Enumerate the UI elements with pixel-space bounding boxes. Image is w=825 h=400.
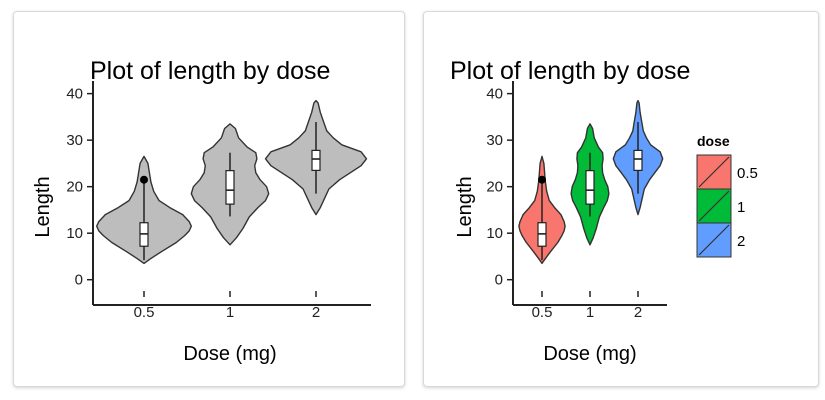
box-iqr <box>311 149 321 171</box>
y-axis-title: Length <box>454 176 476 237</box>
y-tick-label: 20 <box>486 179 503 196</box>
chart-title: Plot of length by dose <box>90 57 330 85</box>
legend-key-glyph <box>698 224 730 256</box>
chart-title: Plot of length by dose <box>450 57 690 85</box>
y-tick-label: 0 <box>495 272 503 289</box>
legend: dose 0.5 1 2 <box>696 133 758 258</box>
violin-chart-right: Plot of length by dose Length Dose (mg) … <box>450 57 758 365</box>
x-tick-label: 0.5 <box>532 304 553 321</box>
x-tick-label: 0.5 <box>134 304 155 321</box>
box-iqr <box>585 170 595 205</box>
x-tick-label: 1 <box>226 304 234 321</box>
y-tick-label: 20 <box>66 179 83 196</box>
outlier-point <box>140 175 148 184</box>
box-iqr <box>633 149 643 171</box>
legend-title: dose <box>697 133 730 149</box>
legend-key-glyph <box>698 156 730 188</box>
y-tick-label: 10 <box>66 225 83 242</box>
outlier-point <box>538 175 546 184</box>
y-tick-label: 40 <box>66 86 83 103</box>
legend-label: 0.5 <box>737 165 758 182</box>
x-axis-title: Dose (mg) <box>543 343 636 365</box>
legend-label: 2 <box>737 233 745 250</box>
x-tick-label: 2 <box>312 304 320 321</box>
x-axis-title: Dose (mg) <box>183 343 276 365</box>
y-tick-label: 10 <box>486 225 503 242</box>
y-tick-label: 40 <box>486 86 503 103</box>
violin-chart-left: Plot of length by dose Length Dose (mg) … <box>32 57 371 365</box>
y-tick-label: 30 <box>66 132 83 149</box>
y-tick-label: 0 <box>75 272 83 289</box>
chart-card-left: Plot of length by dose Length Dose (mg) … <box>13 11 405 387</box>
y-axis-title: Length <box>32 176 54 237</box>
chart-card-right: Plot of length by dose Length Dose (mg) … <box>423 11 819 387</box>
legend-key-glyph <box>698 190 730 222</box>
x-tick-label: 2 <box>634 304 642 321</box>
x-tick-label: 1 <box>586 304 594 321</box>
y-tick-label: 30 <box>486 132 503 149</box>
box-iqr <box>225 170 235 205</box>
legend-label: 1 <box>737 199 745 216</box>
